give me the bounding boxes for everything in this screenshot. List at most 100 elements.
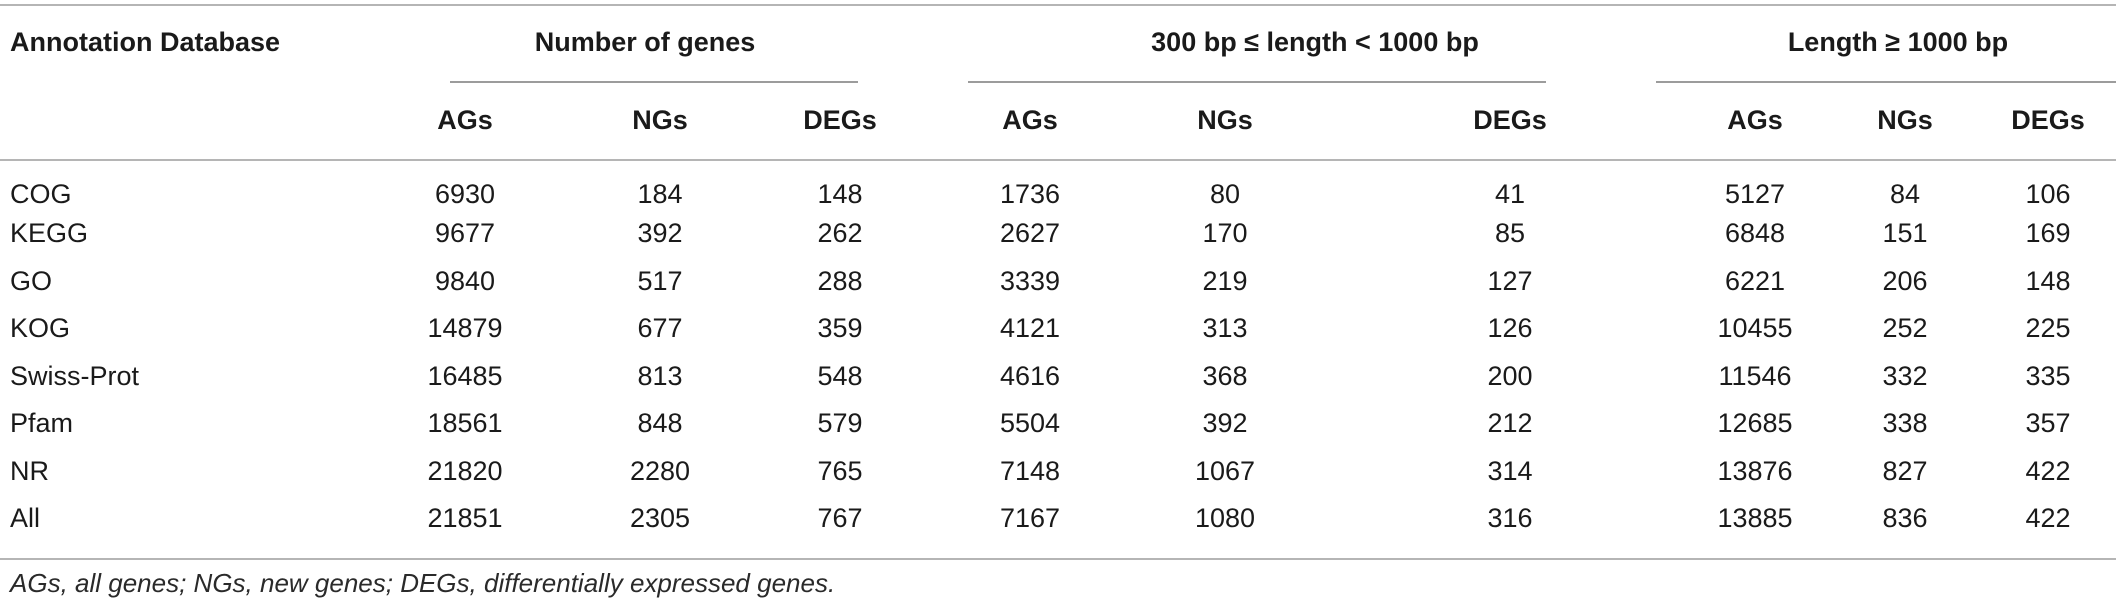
table-cell: 13876 <box>1717 455 1793 486</box>
table-footnote: AGs, all genes; NGs, new genes; DEGs, di… <box>10 568 836 598</box>
table-row: GO 9840 517 288 3339 219 127 6221 206 148 <box>0 258 2116 306</box>
group-underline-number-of-genes <box>450 81 858 83</box>
subheader: AGs <box>437 104 493 135</box>
table-cell: 2280 <box>629 455 691 486</box>
header-rule <box>0 159 2116 161</box>
table-cell: 765 <box>817 455 863 486</box>
row-label: KEGG <box>10 218 89 249</box>
row-label: Swiss-Prot <box>10 360 140 391</box>
table-cell: 359 <box>817 313 863 344</box>
table-cell: 170 <box>1202 218 1248 249</box>
table-row: NR 21820 2280 765 7148 1067 314 13876 827 422 <box>0 448 2116 496</box>
table-cell: 11546 <box>1718 360 1792 391</box>
table-cell: 206 <box>1882 265 1928 296</box>
table-cell: 6930 <box>434 179 496 209</box>
table-cell: 7148 <box>999 455 1061 486</box>
table-cell: 332 <box>1882 360 1928 391</box>
table-cell: 848 <box>637 408 683 439</box>
table-cell: 316 <box>1487 503 1533 534</box>
table-cell: 579 <box>817 408 863 439</box>
table-cell: 10455 <box>1717 313 1793 344</box>
table-cell: 1080 <box>1194 503 1256 534</box>
subheader: NGs <box>1877 104 1933 135</box>
table-row: COG 6930 184 148 1736 80 41 5127 84 106 <box>0 159 2116 210</box>
table-cell: 200 <box>1487 360 1533 391</box>
table-cell: 677 <box>637 313 683 344</box>
bottom-rule <box>0 558 2116 560</box>
table-cell: 6848 <box>1724 218 1786 249</box>
header-row-groups: Annotation Database Number of genes 300 … <box>0 4 2116 81</box>
group-header-mid-length: 300 bp ≤ length < 1000 bp <box>1151 27 1479 57</box>
table-row: All 21851 2305 767 7167 1080 316 13885 836 422 <box>0 495 2116 543</box>
table-cell: 4616 <box>999 360 1061 391</box>
group-underline-long-length <box>1656 81 2116 83</box>
subheader: DEGs <box>1473 104 1547 135</box>
table-cell: 392 <box>637 218 683 249</box>
annotation-table: Annotation Database Number of genes 300 … <box>0 4 2116 543</box>
top-rule <box>0 4 2116 6</box>
table-cell: 21851 <box>427 503 503 534</box>
subheader: NGs <box>632 104 688 135</box>
table-cell: 41 <box>1494 179 1526 209</box>
table-cell: 2305 <box>629 503 691 534</box>
table-cell: 84 <box>1889 179 1921 209</box>
table-cell: 357 <box>2025 408 2071 439</box>
table-cell: 836 <box>1882 503 1928 534</box>
table-cell: 422 <box>2025 503 2071 534</box>
header-row-subheaders: AGs NGs DEGs AGs NGs DEGs AGs NGs DEGs <box>0 81 2116 159</box>
table-cell: 219 <box>1202 265 1248 296</box>
table-row: Pfam 18561 848 579 5504 392 212 12685 338 357 <box>0 400 2116 448</box>
table-cell: 2627 <box>999 218 1061 249</box>
table-cell: 12685 <box>1717 408 1793 439</box>
empty-header-cell <box>0 81 340 159</box>
subheader: AGs <box>1727 104 1783 135</box>
table-body: COG 6930 184 148 1736 80 41 5127 84 106 KEGG 9677 39… <box>0 159 2116 543</box>
table-cell: 4121 <box>999 313 1061 344</box>
table-cell: 422 <box>2025 455 2071 486</box>
subheader: NGs <box>1197 104 1253 135</box>
table-cell: 5504 <box>999 408 1061 439</box>
table-cell: 262 <box>817 218 863 249</box>
table-cell: 252 <box>1882 313 1928 344</box>
table-cell: 1067 <box>1194 455 1256 486</box>
table-cell: 813 <box>637 360 683 391</box>
table-cell: 313 <box>1202 313 1248 344</box>
table-cell: 6221 <box>1724 265 1786 296</box>
table-cell: 392 <box>1202 408 1248 439</box>
table-cell: 18561 <box>427 408 503 439</box>
subheader: AGs <box>1002 104 1058 135</box>
table-cell: 13885 <box>1717 503 1793 534</box>
table-cell: 126 <box>1487 313 1533 344</box>
table-row: KEGG 9677 392 262 2627 170 85 6848 151 169 <box>0 210 2116 258</box>
table-cell: 80 <box>1209 179 1241 209</box>
table-cell: 9840 <box>434 265 496 296</box>
row-label: KOG <box>10 313 71 344</box>
table-cell: 151 <box>1882 218 1928 249</box>
row-label: NR <box>10 455 49 486</box>
row-label: All <box>10 503 41 534</box>
table-row: KOG 14879 677 359 4121 313 126 10455 252 225 <box>0 305 2116 353</box>
table-cell: 225 <box>2025 313 2071 344</box>
row-label: Pfam <box>10 408 74 439</box>
table-cell: 148 <box>817 179 863 209</box>
table-row: Swiss-Prot 16485 813 548 4616 368 200 11546 332 3… <box>0 353 2116 401</box>
subheader: DEGs <box>803 104 877 135</box>
row-label: GO <box>10 265 53 296</box>
table-cell: 5127 <box>1724 179 1786 209</box>
table-cell: 1736 <box>999 179 1061 209</box>
table-cell: 169 <box>2025 218 2071 249</box>
table-cell: 148 <box>2025 265 2071 296</box>
table-cell: 368 <box>1202 360 1248 391</box>
table-cell: 85 <box>1494 218 1526 249</box>
group-header-number-of-genes: Number of genes <box>534 27 756 57</box>
table-cell: 9677 <box>434 218 496 249</box>
table-cell: 548 <box>817 360 863 391</box>
row-label-header: Annotation Database <box>10 27 281 57</box>
table-cell: 21820 <box>427 455 503 486</box>
subheader: DEGs <box>2011 104 2085 135</box>
group-underline-mid-length <box>968 81 1546 83</box>
table-cell: 16485 <box>427 360 503 391</box>
table-cell: 106 <box>2025 179 2071 209</box>
row-label: COG <box>10 179 72 209</box>
table-cell: 827 <box>1882 455 1928 486</box>
